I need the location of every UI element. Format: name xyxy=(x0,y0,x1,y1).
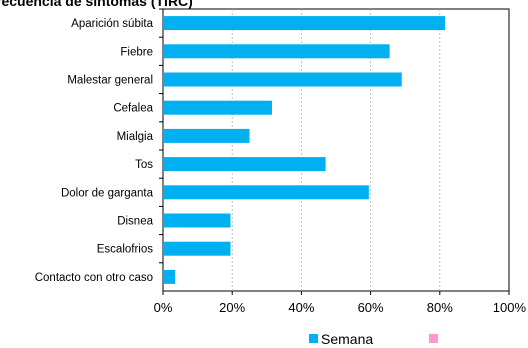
bar xyxy=(163,128,250,143)
legend: Semana xyxy=(309,331,438,347)
bar xyxy=(163,16,445,31)
category-label: Dolor de garganta xyxy=(61,187,154,199)
bar xyxy=(163,157,326,172)
x-tick-label: 60% xyxy=(358,300,384,315)
category-labels: Aparición súbita Fiebre Malestar general Ce… xyxy=(35,8,163,284)
category-label: Mialgia xyxy=(117,131,154,143)
bar xyxy=(163,269,176,284)
bar xyxy=(163,241,231,256)
category-label: Contacto con otro caso xyxy=(35,272,153,284)
x-axis-ticks: 0% 20% 40% 60% 80% 100% xyxy=(154,291,527,315)
bar xyxy=(163,185,369,200)
legend-swatch-series-2 xyxy=(429,334,438,343)
x-tick-label: 20% xyxy=(219,300,245,315)
legend-label-semana: Semana xyxy=(321,331,373,347)
x-tick-label: 80% xyxy=(427,300,453,315)
category-label: Tos xyxy=(135,159,153,171)
category-label: Escalofrios xyxy=(97,244,153,256)
x-tick-label: 100% xyxy=(493,300,527,315)
bars xyxy=(163,16,445,284)
bar xyxy=(163,213,231,228)
category-label: Cefalea xyxy=(113,103,153,115)
category-label: Fiebre xyxy=(120,46,153,58)
category-label: Aparición súbita xyxy=(71,18,153,30)
legend-swatch-semana xyxy=(309,334,318,343)
category-label: Malestar general xyxy=(67,75,153,87)
x-tick-label: 40% xyxy=(288,300,314,315)
bar xyxy=(163,100,272,115)
chart-title: recuencia de síntomas (TIRC) xyxy=(0,0,193,9)
bar xyxy=(163,44,390,59)
x-tick-label: 0% xyxy=(154,300,173,315)
bar xyxy=(163,72,402,87)
gridlines xyxy=(231,9,441,291)
category-label: Disnea xyxy=(117,216,153,228)
